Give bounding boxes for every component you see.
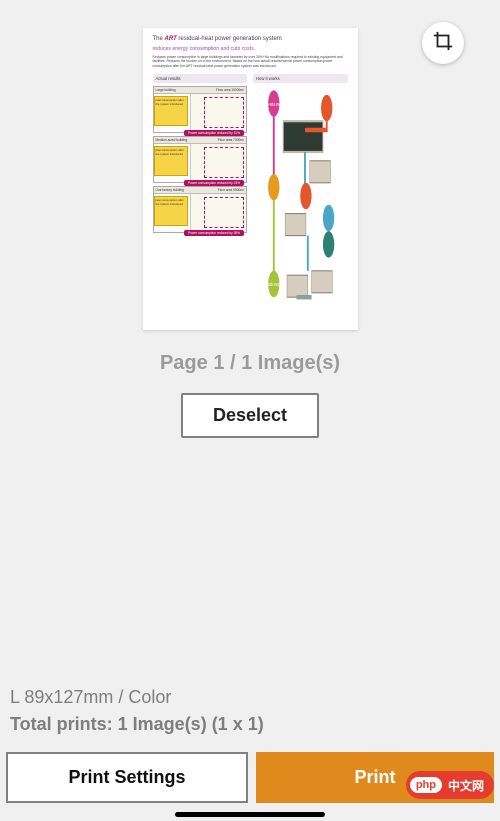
block-note: past consumption after the system introd… [154,146,188,176]
left-header: Actual results [153,74,248,83]
result-block: Medium-sized buildingFloor area 7000m² pa… [153,136,248,183]
block-badge: Power consumption reduced by 35% [184,230,244,236]
block-badge: Power consumption reduced by 31% [184,130,244,136]
block-badge: Power consumption reduced by 23% [184,180,244,186]
result-block: Large buildingFloor area 15000m² past con… [153,86,248,133]
block-body: past consumption after the system introd… [154,194,247,232]
block-header: One factory buildingFloor area 9500m² [154,187,247,194]
doc-subtitle: reduces energy consumption and cuts cost… [153,46,348,52]
paper-info: L 89x127mm / Color [10,687,490,708]
right-header: How it works [253,74,348,83]
block-chart [190,94,247,132]
crop-button[interactable] [422,22,464,64]
result-block: One factory buildingFloor area 9500m² pas… [153,186,248,233]
doc-body: Reduces power consumption in large build… [153,55,348,69]
doc-title-em: ART [165,36,177,42]
page-indicator: Page 1 / 1 Image(s) [0,352,500,375]
badge-pill: php [410,777,442,793]
watermark-badge: php 中文网 [406,771,494,799]
total-prints: Total prints: 1 Image(s) (1 x 1) [10,714,490,735]
doc-title-rest: residual-heat power generation system [177,36,282,42]
block-note: past consumption after the system introd… [154,196,188,226]
doc-columns: Actual results Large buildingFloor area … [153,74,348,306]
doc-left-col: Actual results Large buildingFloor area … [153,74,248,306]
block-note: past consumption after the system introd… [154,96,188,126]
deselect-wrap: Deselect [0,393,500,438]
print-info: L 89x127mm / Color Total prints: 1 Image… [10,687,490,735]
print-settings-button[interactable]: Print Settings [6,752,248,803]
print-preview-screen: The ART residual-heat power generation s… [0,0,500,821]
home-indicator[interactable] [175,812,325,817]
document-thumbnail[interactable]: The ART residual-heat power generation s… [143,28,358,330]
badge-text: 中文网 [448,777,484,794]
svg-text:usable energy: usable energy [267,281,282,287]
block-header: Large buildingFloor area 15000m² [154,87,247,94]
block-chart [190,144,247,182]
deselect-button[interactable]: Deselect [181,393,319,438]
block-body: past consumption after the system introd… [154,94,247,132]
block-header: Medium-sized buildingFloor area 7000m² [154,137,247,144]
block-body: past consumption after the system introd… [154,144,247,182]
how-it-works-diagram: Low-value energy usable energy [253,86,348,306]
block-chart [190,194,247,232]
doc-title: The ART residual-heat power generation s… [153,36,348,44]
svg-text:Low-value energy: Low-value energy [265,101,283,107]
doc-title-prefix: The [153,36,165,42]
doc-right-col: How it works Low-value energy usable ener… [253,74,348,306]
crop-icon [432,30,454,57]
